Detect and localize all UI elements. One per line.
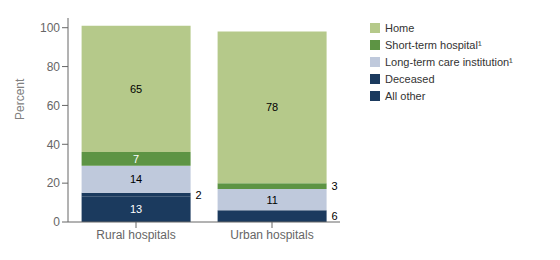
svg-text:2: 2 bbox=[196, 189, 202, 201]
svg-text:0: 0 bbox=[53, 215, 60, 229]
svg-text:7: 7 bbox=[133, 153, 139, 165]
svg-text:78: 78 bbox=[266, 101, 278, 113]
svg-text:Rural hospitals: Rural hospitals bbox=[96, 228, 175, 242]
html-text:Home: Home bbox=[385, 22, 415, 34]
svg-text:65: 65 bbox=[130, 83, 142, 95]
html-text:All other: All other bbox=[385, 90, 426, 102]
svg-text:14: 14 bbox=[130, 173, 142, 185]
svg-text:Urban hospitals: Urban hospitals bbox=[230, 228, 313, 242]
svg-text:40: 40 bbox=[47, 138, 61, 152]
svg-text:Percent: Percent bbox=[13, 78, 27, 120]
html-text:Short-term hospital¹: Short-term hospital¹ bbox=[385, 39, 482, 51]
svg-text:6: 6 bbox=[332, 210, 338, 222]
svg-text:80: 80 bbox=[47, 60, 61, 74]
svg-text:60: 60 bbox=[47, 99, 61, 113]
svg-text:11: 11 bbox=[266, 194, 277, 206]
svg-text:13: 13 bbox=[130, 203, 142, 215]
svg-text:100: 100 bbox=[40, 21, 60, 35]
html-text:Deceased: Deceased bbox=[385, 73, 435, 85]
html-text:Long-term care institution¹: Long-term care institution¹ bbox=[385, 56, 513, 68]
svg-text:3: 3 bbox=[332, 180, 338, 192]
svg-text:20: 20 bbox=[47, 176, 61, 190]
